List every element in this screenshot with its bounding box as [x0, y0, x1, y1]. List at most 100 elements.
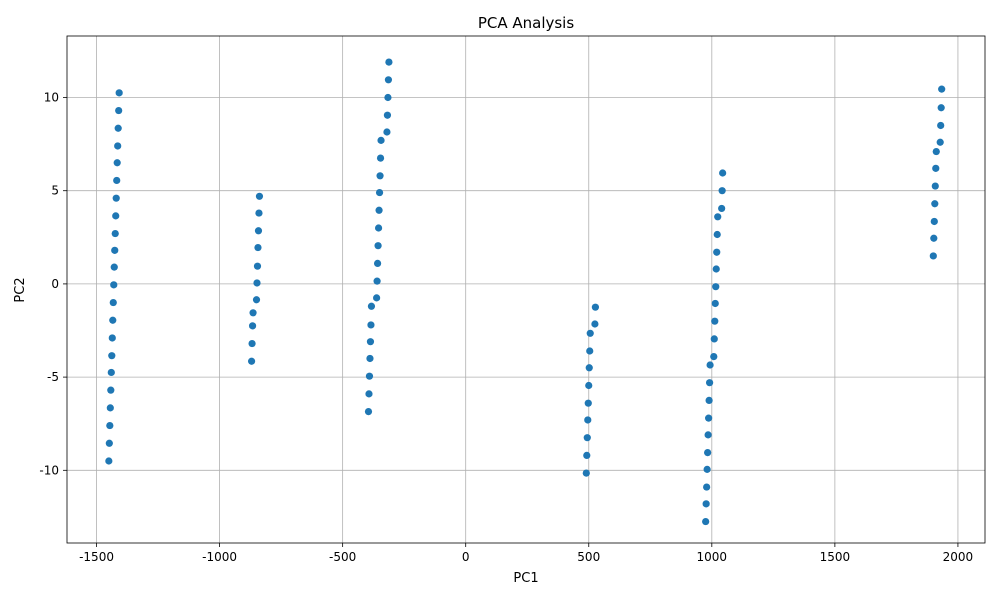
- scatter-point: [384, 76, 393, 84]
- scatter-point: [585, 364, 593, 372]
- scatter-point: [591, 303, 600, 311]
- x-axis-label: PC1: [513, 571, 538, 586]
- y-tick-label: 10: [44, 91, 59, 105]
- scatter-point: [582, 469, 590, 477]
- scatter-point: [377, 136, 385, 144]
- scatter-point: [365, 390, 373, 398]
- scatter-point: [936, 138, 944, 146]
- y-tick-label: 5: [51, 184, 59, 198]
- scatter-point: [705, 396, 713, 405]
- scatter-point: [705, 414, 713, 422]
- scatter-point: [112, 212, 120, 220]
- scatter-point: [111, 229, 119, 238]
- scatter-point: [253, 279, 261, 287]
- x-tick-label: -1500: [79, 550, 114, 564]
- scatter-point: [375, 188, 384, 197]
- scatter-point: [586, 347, 594, 355]
- scatter-point: [718, 187, 726, 195]
- scatter-point: [112, 194, 120, 202]
- scatter-point: [365, 372, 374, 380]
- scatter-point: [374, 242, 382, 250]
- scatter-point: [703, 465, 711, 473]
- scatter-point: [719, 169, 727, 177]
- scatter-point: [248, 322, 257, 330]
- scatter-point: [702, 517, 710, 526]
- scatter-point: [253, 262, 262, 270]
- scatter-point: [706, 361, 714, 369]
- scatter-point: [108, 352, 116, 360]
- points-layer: [105, 58, 946, 526]
- y-tick-label: -5: [47, 370, 59, 384]
- scatter-point: [373, 294, 381, 302]
- scatter-point: [111, 246, 119, 254]
- scatter-point: [115, 89, 123, 97]
- scatter-point: [366, 354, 374, 363]
- scatter-point: [383, 111, 392, 119]
- ticks-layer: -1500 -1000 -500 0 500 1000 1500 2000 -10 -5 0 5 10: [39, 91, 973, 564]
- scatter-point: [367, 302, 376, 310]
- y-tick-label: -10: [39, 463, 59, 477]
- scatter-point: [110, 281, 118, 289]
- scatter-point: [929, 252, 937, 260]
- scatter-point: [114, 124, 122, 132]
- scatter-point: [105, 439, 113, 447]
- scatter-point: [937, 121, 945, 130]
- scatter-point: [373, 259, 382, 268]
- scatter-point: [373, 277, 381, 285]
- scatter-point: [375, 206, 383, 214]
- x-tick-label: 1500: [820, 550, 851, 564]
- scatter-point: [583, 434, 591, 442]
- scatter-point: [718, 204, 726, 213]
- scatter-point: [383, 128, 391, 136]
- scatter-point: [248, 339, 256, 348]
- scatter-point: [712, 265, 720, 273]
- scatter-point: [702, 500, 710, 508]
- scatter-point: [249, 309, 257, 317]
- scatter-point: [584, 416, 592, 424]
- scatter-point: [364, 407, 373, 416]
- scatter-point: [711, 299, 719, 308]
- scatter-point: [385, 58, 393, 66]
- scatter-point: [366, 338, 375, 346]
- scatter-point: [109, 316, 117, 324]
- scatter-point: [932, 147, 940, 156]
- scatter-point: [247, 357, 256, 365]
- scatter-point: [107, 386, 115, 394]
- scatter-point: [384, 93, 392, 102]
- scatter-point: [712, 283, 720, 291]
- scatter-point: [930, 217, 938, 226]
- scatter-point: [254, 243, 262, 252]
- x-tick-label: -1000: [202, 550, 237, 564]
- plot-area-frame: [66, 35, 986, 544]
- scatter-point: [937, 104, 945, 112]
- scatter-point: [115, 106, 123, 115]
- chart-title: PCA Analysis: [478, 14, 575, 32]
- scatter-point: [930, 234, 938, 242]
- scatter-point: [710, 353, 718, 361]
- x-tick-label: 0: [462, 550, 470, 564]
- scatter-point: [107, 368, 115, 377]
- x-tick-label: 1000: [697, 550, 728, 564]
- scatter-point: [376, 172, 384, 180]
- scatter-point: [252, 296, 261, 304]
- y-axis-label: PC2: [13, 277, 28, 302]
- scatter-point: [932, 164, 940, 172]
- scatter-point: [714, 213, 722, 221]
- scatter-point: [367, 321, 375, 329]
- scatter-point: [704, 431, 712, 439]
- scatter-point: [109, 298, 117, 307]
- scatter-point: [376, 154, 385, 162]
- scatter-point: [938, 85, 946, 93]
- scatter-point: [713, 230, 721, 239]
- scatter-point: [254, 227, 263, 235]
- scatter-point: [931, 182, 939, 190]
- scatter-point: [106, 404, 114, 412]
- scatter-point: [110, 263, 118, 271]
- scatter-point: [255, 192, 264, 200]
- scatter-point: [113, 159, 121, 167]
- scatter-point: [105, 457, 113, 465]
- scatter-point: [585, 381, 593, 390]
- scatter-point: [255, 209, 263, 217]
